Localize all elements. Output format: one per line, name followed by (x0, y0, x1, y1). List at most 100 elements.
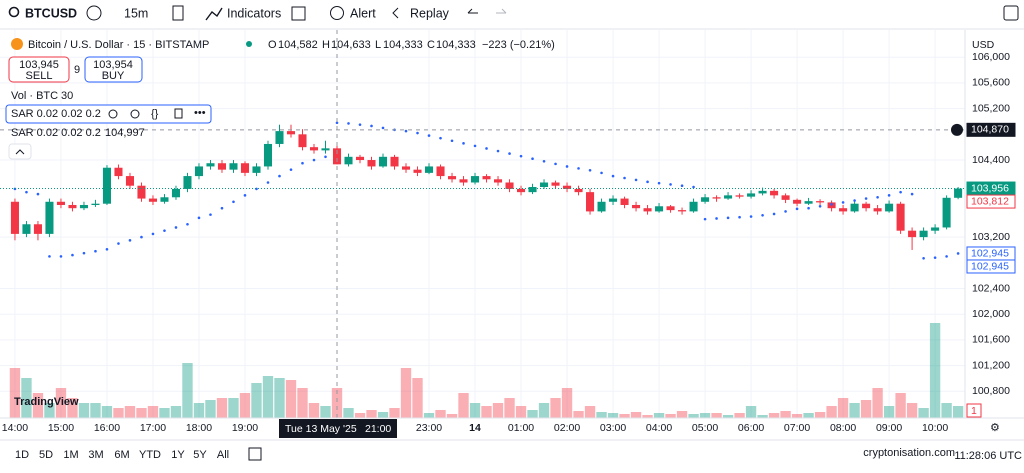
candle-body (332, 148, 342, 165)
price-label-box (966, 194, 1016, 209)
candle-body (56, 201, 65, 205)
logo: TradingView (14, 396, 79, 408)
range-button[interactable]: All (217, 449, 229, 461)
range-button[interactable]: 6M (114, 449, 129, 461)
candle-body (22, 224, 31, 234)
interval[interactable]: 15m (124, 6, 148, 20)
date-range-button[interactable] (248, 447, 262, 461)
collapse-icon[interactable] (15, 149, 25, 155)
range-button[interactable]: YTD (139, 449, 161, 461)
candle-body (240, 163, 250, 173)
candle-body (816, 201, 825, 203)
volume-value: 30 (61, 90, 73, 102)
indicators-icon[interactable] (205, 7, 223, 21)
replay-icon[interactable] (392, 7, 399, 19)
volume-bar (21, 378, 32, 418)
alert-icon[interactable] (330, 6, 344, 20)
plot-area (0, 30, 965, 418)
volume-bar (492, 403, 504, 418)
range-button[interactable]: 5D (39, 449, 53, 461)
sell-button[interactable] (8, 56, 70, 83)
settings-icon[interactable]: ⚙ (990, 422, 1000, 434)
sar-dot (841, 201, 845, 204)
currency[interactable]: USD (972, 39, 995, 51)
sar-dot (899, 190, 902, 194)
candle-body (275, 131, 284, 144)
volume-bar (308, 403, 320, 418)
candle-body (850, 203, 859, 212)
sell-price[interactable]: 103,945 (19, 59, 59, 71)
volume-bar (193, 403, 205, 418)
candle-body (540, 182, 549, 187)
buy-price[interactable]: 103,954 (93, 59, 133, 71)
y-tick-label: 105,200 (972, 102, 1010, 114)
source-button[interactable]: {} (151, 108, 159, 120)
volume-bar (113, 408, 124, 418)
undo-button[interactable] (467, 8, 478, 14)
add-alert-button[interactable] (951, 123, 963, 136)
candle-body (643, 208, 652, 212)
sar-dot (577, 167, 580, 170)
more-button[interactable]: ••• (194, 107, 206, 119)
range-button[interactable]: 1D (15, 449, 29, 461)
candle-body (459, 179, 468, 183)
sar-dot (370, 124, 373, 128)
sar-dot (910, 192, 914, 196)
indicators-button[interactable]: Indicators (227, 6, 281, 20)
symbol-title: Bitcoin / U.S. Dollar · 15 · BITSTAMP (28, 39, 209, 51)
buy-button[interactable] (84, 56, 143, 83)
collapse-button[interactable] (8, 143, 32, 160)
candle-body (574, 188, 583, 193)
sar-indicator[interactable]: SAR 0.02 0.02 0.2 (11, 108, 101, 120)
sar-dot (887, 194, 891, 197)
layouts-button[interactable] (291, 6, 306, 21)
sar-dot (922, 257, 925, 260)
sar-value: 104,997 (105, 127, 145, 139)
volume-bar (9, 368, 21, 418)
x-tick-label: 04:00 (646, 422, 672, 434)
range-button[interactable]: 5Y (193, 449, 207, 461)
candle-body (551, 182, 560, 186)
search-icon[interactable] (8, 6, 20, 18)
volume-bar (699, 413, 711, 418)
ohlc-value: 104,333 (383, 39, 423, 51)
sell-label[interactable]: SELL (26, 70, 53, 82)
volume-bar (423, 413, 435, 418)
x-tick-label: 14:00 (2, 422, 28, 434)
sar-dot (324, 155, 327, 159)
sar-dot (565, 165, 569, 168)
volume-bar (688, 414, 699, 418)
redo-button[interactable] (496, 8, 507, 14)
x-tick-label: 10:00 (922, 422, 948, 434)
chart-type-button[interactable] (172, 5, 184, 21)
sar-dot (864, 197, 868, 200)
volume-bar (630, 412, 642, 418)
compare-button[interactable] (86, 5, 102, 21)
candle-body (102, 167, 111, 204)
volume-bar (55, 388, 67, 418)
candle-body (217, 163, 227, 170)
visibility-button[interactable] (108, 109, 118, 119)
symbol[interactable]: BTCUSD (25, 6, 77, 20)
fullscreen-button[interactable] (1003, 5, 1019, 21)
replay-button[interactable]: Replay (410, 6, 450, 20)
candle-body (390, 156, 399, 167)
settings-button[interactable] (130, 109, 140, 119)
volume-bar (573, 411, 584, 418)
range-button[interactable]: 1M (63, 449, 78, 461)
sar-dot (266, 181, 270, 184)
buy-label[interactable]: BUY (102, 70, 125, 82)
volume-bar (274, 378, 285, 418)
price-label: 103,812 (971, 195, 1009, 207)
volume-bar (320, 406, 331, 418)
range-button[interactable]: 3M (88, 449, 103, 461)
range-button[interactable]: 1Y (171, 449, 185, 461)
alert-button[interactable]: Alert (350, 6, 376, 20)
sar-dot (278, 174, 281, 178)
delete-button[interactable] (174, 108, 183, 119)
sar-dot (692, 185, 695, 189)
volume-bar (596, 412, 607, 418)
candle-body (609, 198, 618, 202)
